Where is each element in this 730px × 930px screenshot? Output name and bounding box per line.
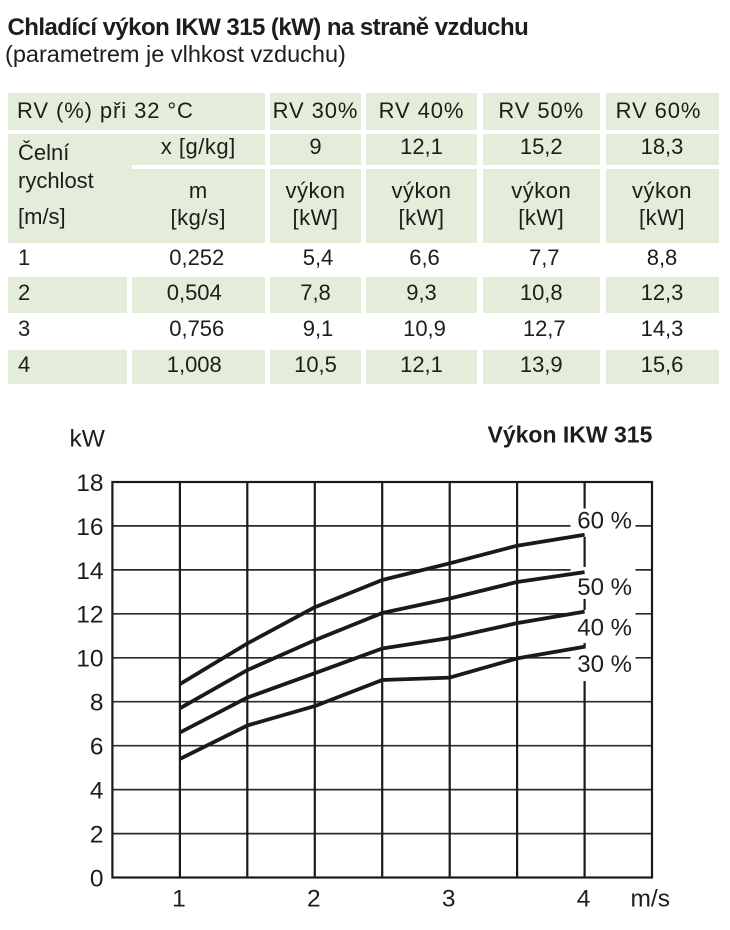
svg-text:1: 1 <box>172 886 186 913</box>
svg-text:2: 2 <box>307 886 321 913</box>
svg-text:30 %: 30 % <box>577 651 632 678</box>
svg-text:m/s: m/s <box>631 886 670 913</box>
svg-text:50 %: 50 % <box>577 574 632 601</box>
svg-text:8: 8 <box>90 690 104 717</box>
svg-text:60 %: 60 % <box>577 507 632 534</box>
svg-text:kW: kW <box>70 425 106 452</box>
svg-text:18: 18 <box>76 470 103 497</box>
svg-text:Výkon IKW 315: Výkon IKW 315 <box>488 422 653 448</box>
svg-text:12: 12 <box>76 602 103 629</box>
svg-text:16: 16 <box>76 514 103 541</box>
svg-text:2: 2 <box>90 822 104 849</box>
svg-text:6: 6 <box>90 734 104 761</box>
svg-text:4: 4 <box>577 886 591 913</box>
svg-text:4: 4 <box>90 778 104 805</box>
svg-text:10: 10 <box>76 646 103 673</box>
svg-text:14: 14 <box>76 558 103 585</box>
svg-text:0: 0 <box>90 865 104 892</box>
svg-text:40 %: 40 % <box>577 614 632 641</box>
svg-text:3: 3 <box>442 886 456 913</box>
